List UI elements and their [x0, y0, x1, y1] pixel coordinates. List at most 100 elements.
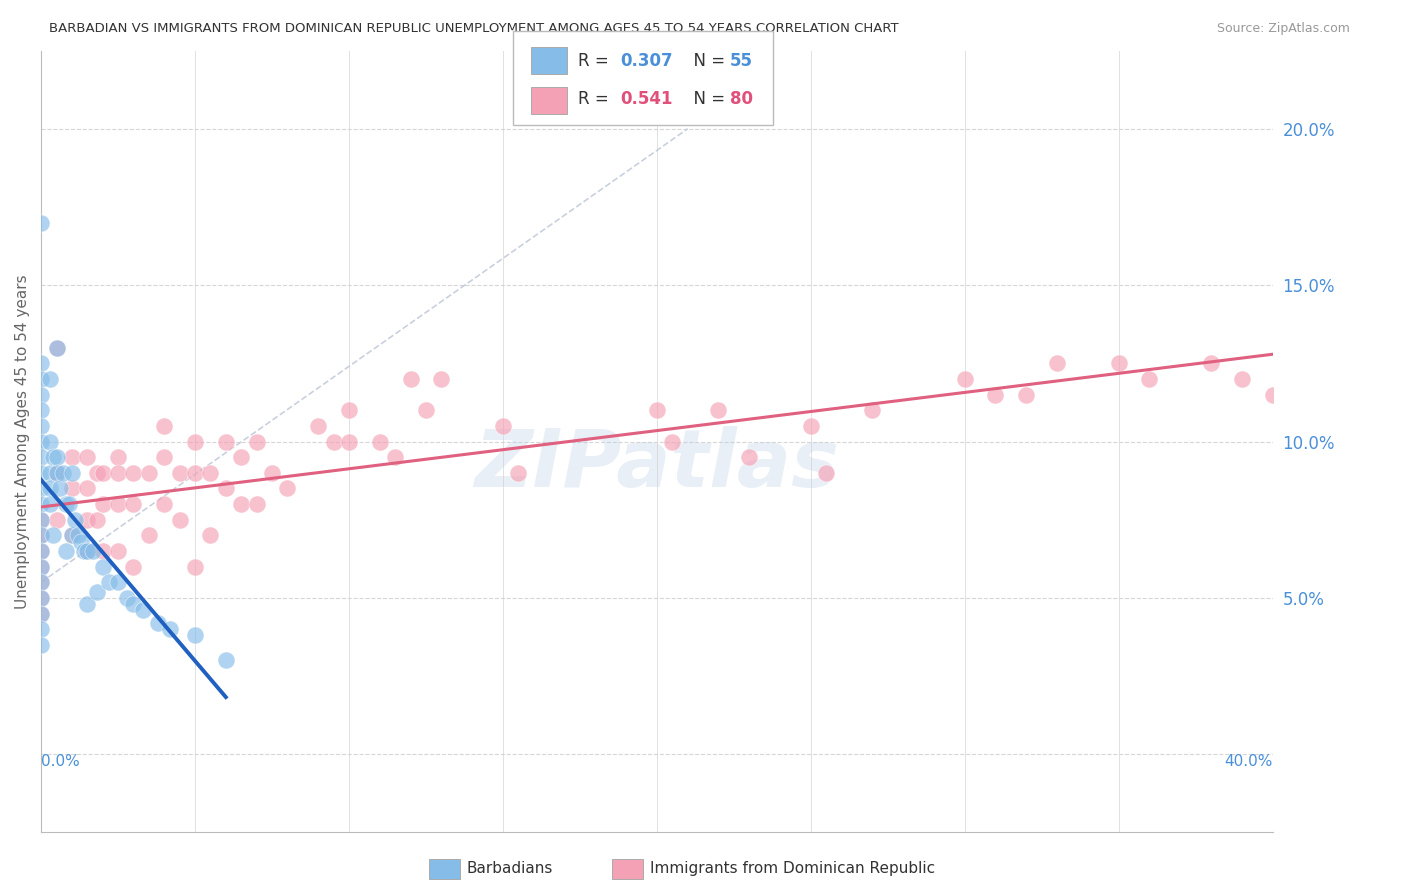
Point	[39, 482, 62, 496]
Point	[86, 466, 108, 480]
Point	[138, 528, 160, 542]
Point	[368, 434, 391, 449]
Point	[30, 559, 52, 574]
Point	[30, 403, 52, 417]
Point	[215, 482, 238, 496]
Point	[30, 528, 52, 542]
Point	[45, 450, 67, 465]
Text: 40.0%: 40.0%	[1225, 755, 1272, 769]
Point	[60, 466, 83, 480]
Point	[30, 575, 52, 590]
Point	[30, 638, 52, 652]
Point	[60, 528, 83, 542]
Point	[55, 544, 77, 558]
Point	[76, 513, 98, 527]
Point	[76, 544, 98, 558]
Point	[322, 434, 344, 449]
Point	[1108, 356, 1130, 370]
Point	[384, 450, 406, 465]
Text: 55: 55	[730, 52, 752, 70]
Point	[169, 513, 191, 527]
Point	[430, 372, 453, 386]
Point	[415, 403, 437, 417]
Point	[246, 497, 269, 511]
Text: Barbadians: Barbadians	[467, 862, 553, 876]
Point	[307, 418, 329, 433]
Point	[45, 341, 67, 355]
Point	[184, 559, 207, 574]
Point	[508, 466, 530, 480]
Point	[76, 597, 98, 611]
Point	[138, 466, 160, 480]
Point	[1230, 372, 1253, 386]
Point	[30, 418, 52, 433]
Point	[30, 559, 52, 574]
Point	[246, 434, 269, 449]
Point	[184, 466, 207, 480]
Point	[45, 466, 67, 480]
Point	[30, 387, 52, 401]
Point	[215, 653, 238, 667]
Point	[159, 622, 181, 636]
Point	[30, 607, 52, 621]
Point	[337, 403, 360, 417]
Point	[1199, 356, 1222, 370]
Point	[60, 528, 83, 542]
Point	[60, 482, 83, 496]
Point	[953, 372, 976, 386]
Point	[815, 466, 838, 480]
Point	[39, 434, 62, 449]
Point	[30, 513, 52, 527]
Point	[215, 434, 238, 449]
Point	[707, 403, 730, 417]
Point	[86, 513, 108, 527]
Point	[1261, 387, 1284, 401]
Text: R =: R =	[578, 52, 614, 70]
Y-axis label: Unemployment Among Ages 45 to 54 years: Unemployment Among Ages 45 to 54 years	[15, 274, 30, 609]
Point	[107, 575, 129, 590]
Text: 0.0%: 0.0%	[41, 755, 80, 769]
Point	[1137, 372, 1160, 386]
Point	[82, 544, 104, 558]
Point	[800, 418, 823, 433]
Text: BARBADIAN VS IMMIGRANTS FROM DOMINICAN REPUBLIC UNEMPLOYMENT AMONG AGES 45 TO 54: BARBADIAN VS IMMIGRANTS FROM DOMINICAN R…	[49, 22, 898, 36]
Point	[107, 450, 129, 465]
Point	[122, 466, 145, 480]
Point	[76, 450, 98, 465]
Point	[231, 497, 253, 511]
Point	[1015, 387, 1038, 401]
Point	[260, 466, 283, 480]
Point	[30, 450, 52, 465]
Point	[30, 591, 52, 605]
Point	[169, 466, 191, 480]
Point	[200, 466, 222, 480]
Point	[337, 434, 360, 449]
Point	[399, 372, 422, 386]
Point	[42, 450, 65, 465]
Point	[30, 591, 52, 605]
Point	[39, 497, 62, 511]
Point	[52, 466, 75, 480]
Point	[30, 513, 52, 527]
Point	[492, 418, 515, 433]
Point	[107, 466, 129, 480]
Point	[122, 497, 145, 511]
Point	[48, 482, 70, 496]
Point	[86, 584, 108, 599]
Point	[58, 497, 80, 511]
Point	[184, 434, 207, 449]
Point	[30, 544, 52, 558]
Point	[76, 482, 98, 496]
Point	[276, 482, 298, 496]
Point	[30, 216, 52, 230]
Text: 80: 80	[730, 90, 752, 108]
Point	[39, 466, 62, 480]
Point	[1046, 356, 1069, 370]
Text: R =: R =	[578, 90, 614, 108]
Text: Immigrants from Dominican Republic: Immigrants from Dominican Republic	[650, 862, 935, 876]
Point	[30, 622, 52, 636]
Point	[45, 513, 67, 527]
Point	[60, 450, 83, 465]
Point	[73, 544, 96, 558]
Point	[55, 497, 77, 511]
